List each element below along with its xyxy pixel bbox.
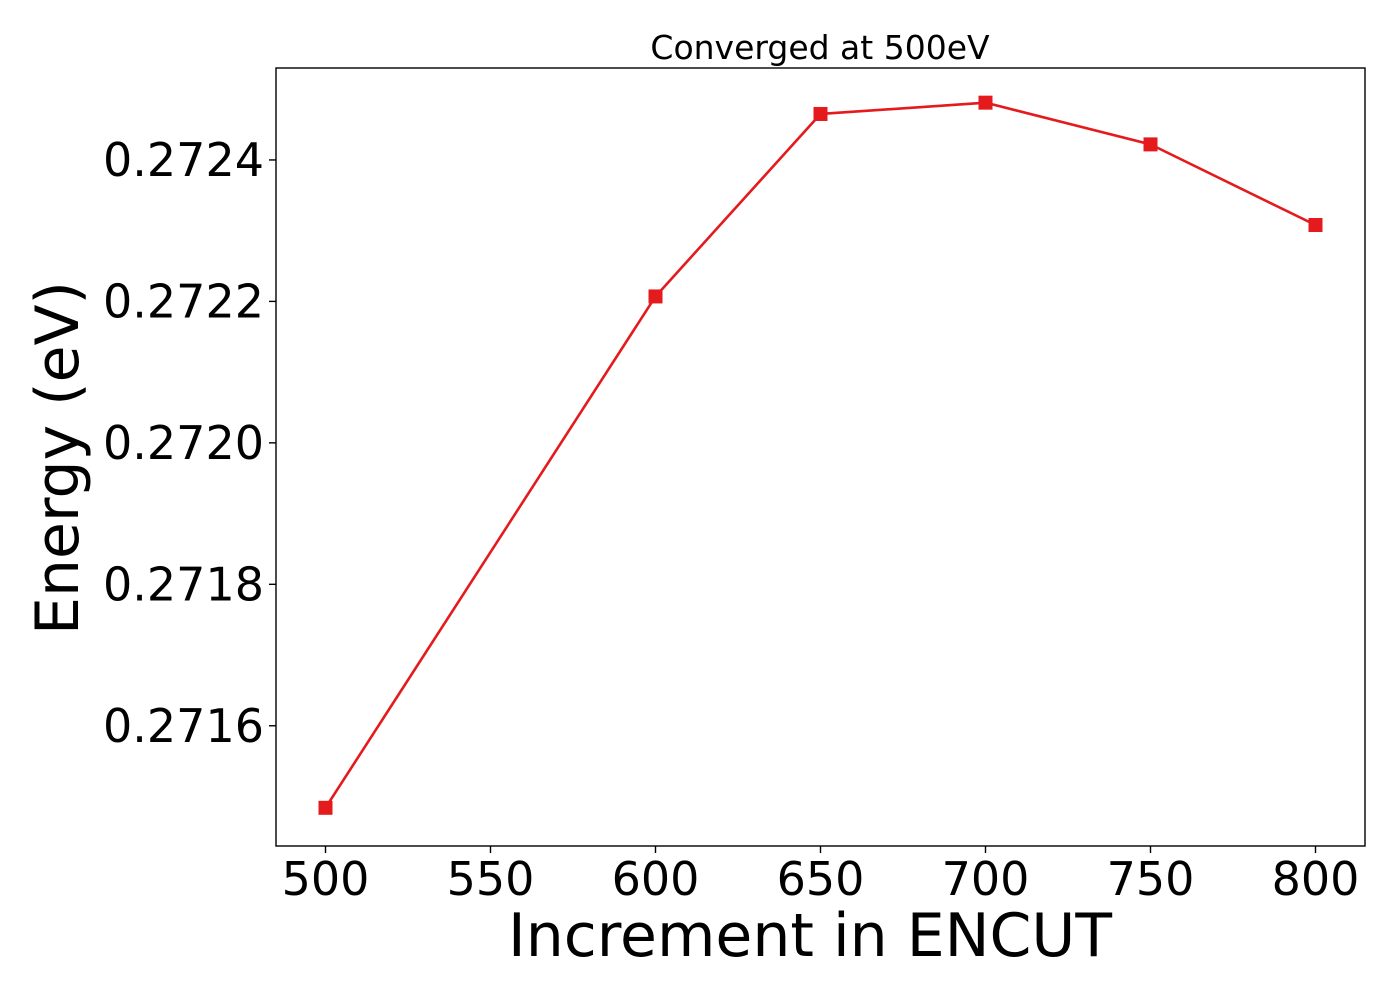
x-axis: 500 550 600 650 700 750 800 xyxy=(282,846,1360,906)
data-point xyxy=(1143,137,1158,152)
series-layer xyxy=(318,95,1323,815)
series-line xyxy=(324,101,1317,809)
y-tick-label: 0.2720 xyxy=(103,416,264,470)
y-tick-label: 0.2718 xyxy=(103,557,264,611)
y-tick-label: 0.2716 xyxy=(103,699,264,753)
x-tick-label: 650 xyxy=(777,852,865,906)
y-tick-label: 0.2722 xyxy=(103,274,264,328)
x-tick-label: 700 xyxy=(942,852,1030,906)
data-point xyxy=(648,289,663,304)
x-tick-label: 750 xyxy=(1107,852,1195,906)
x-tick-label: 500 xyxy=(282,852,370,906)
x-tick-label: 550 xyxy=(447,852,535,906)
y-axis: 0.2716 0.2718 0.2720 0.2722 0.2724 xyxy=(103,133,276,753)
x-axis-label: Increment in ENCUT xyxy=(508,901,1112,971)
data-point xyxy=(318,800,333,815)
chart-title: Converged at 500eV xyxy=(650,28,990,67)
x-tick-label: 600 xyxy=(612,852,700,906)
y-tick-label: 0.2724 xyxy=(103,133,264,187)
data-point xyxy=(1308,218,1323,233)
plot-area xyxy=(275,67,1366,847)
data-point xyxy=(978,95,993,110)
y-axis-label: Energy (eV) xyxy=(23,281,93,635)
data-point xyxy=(813,106,828,121)
x-tick-label: 800 xyxy=(1272,852,1360,906)
